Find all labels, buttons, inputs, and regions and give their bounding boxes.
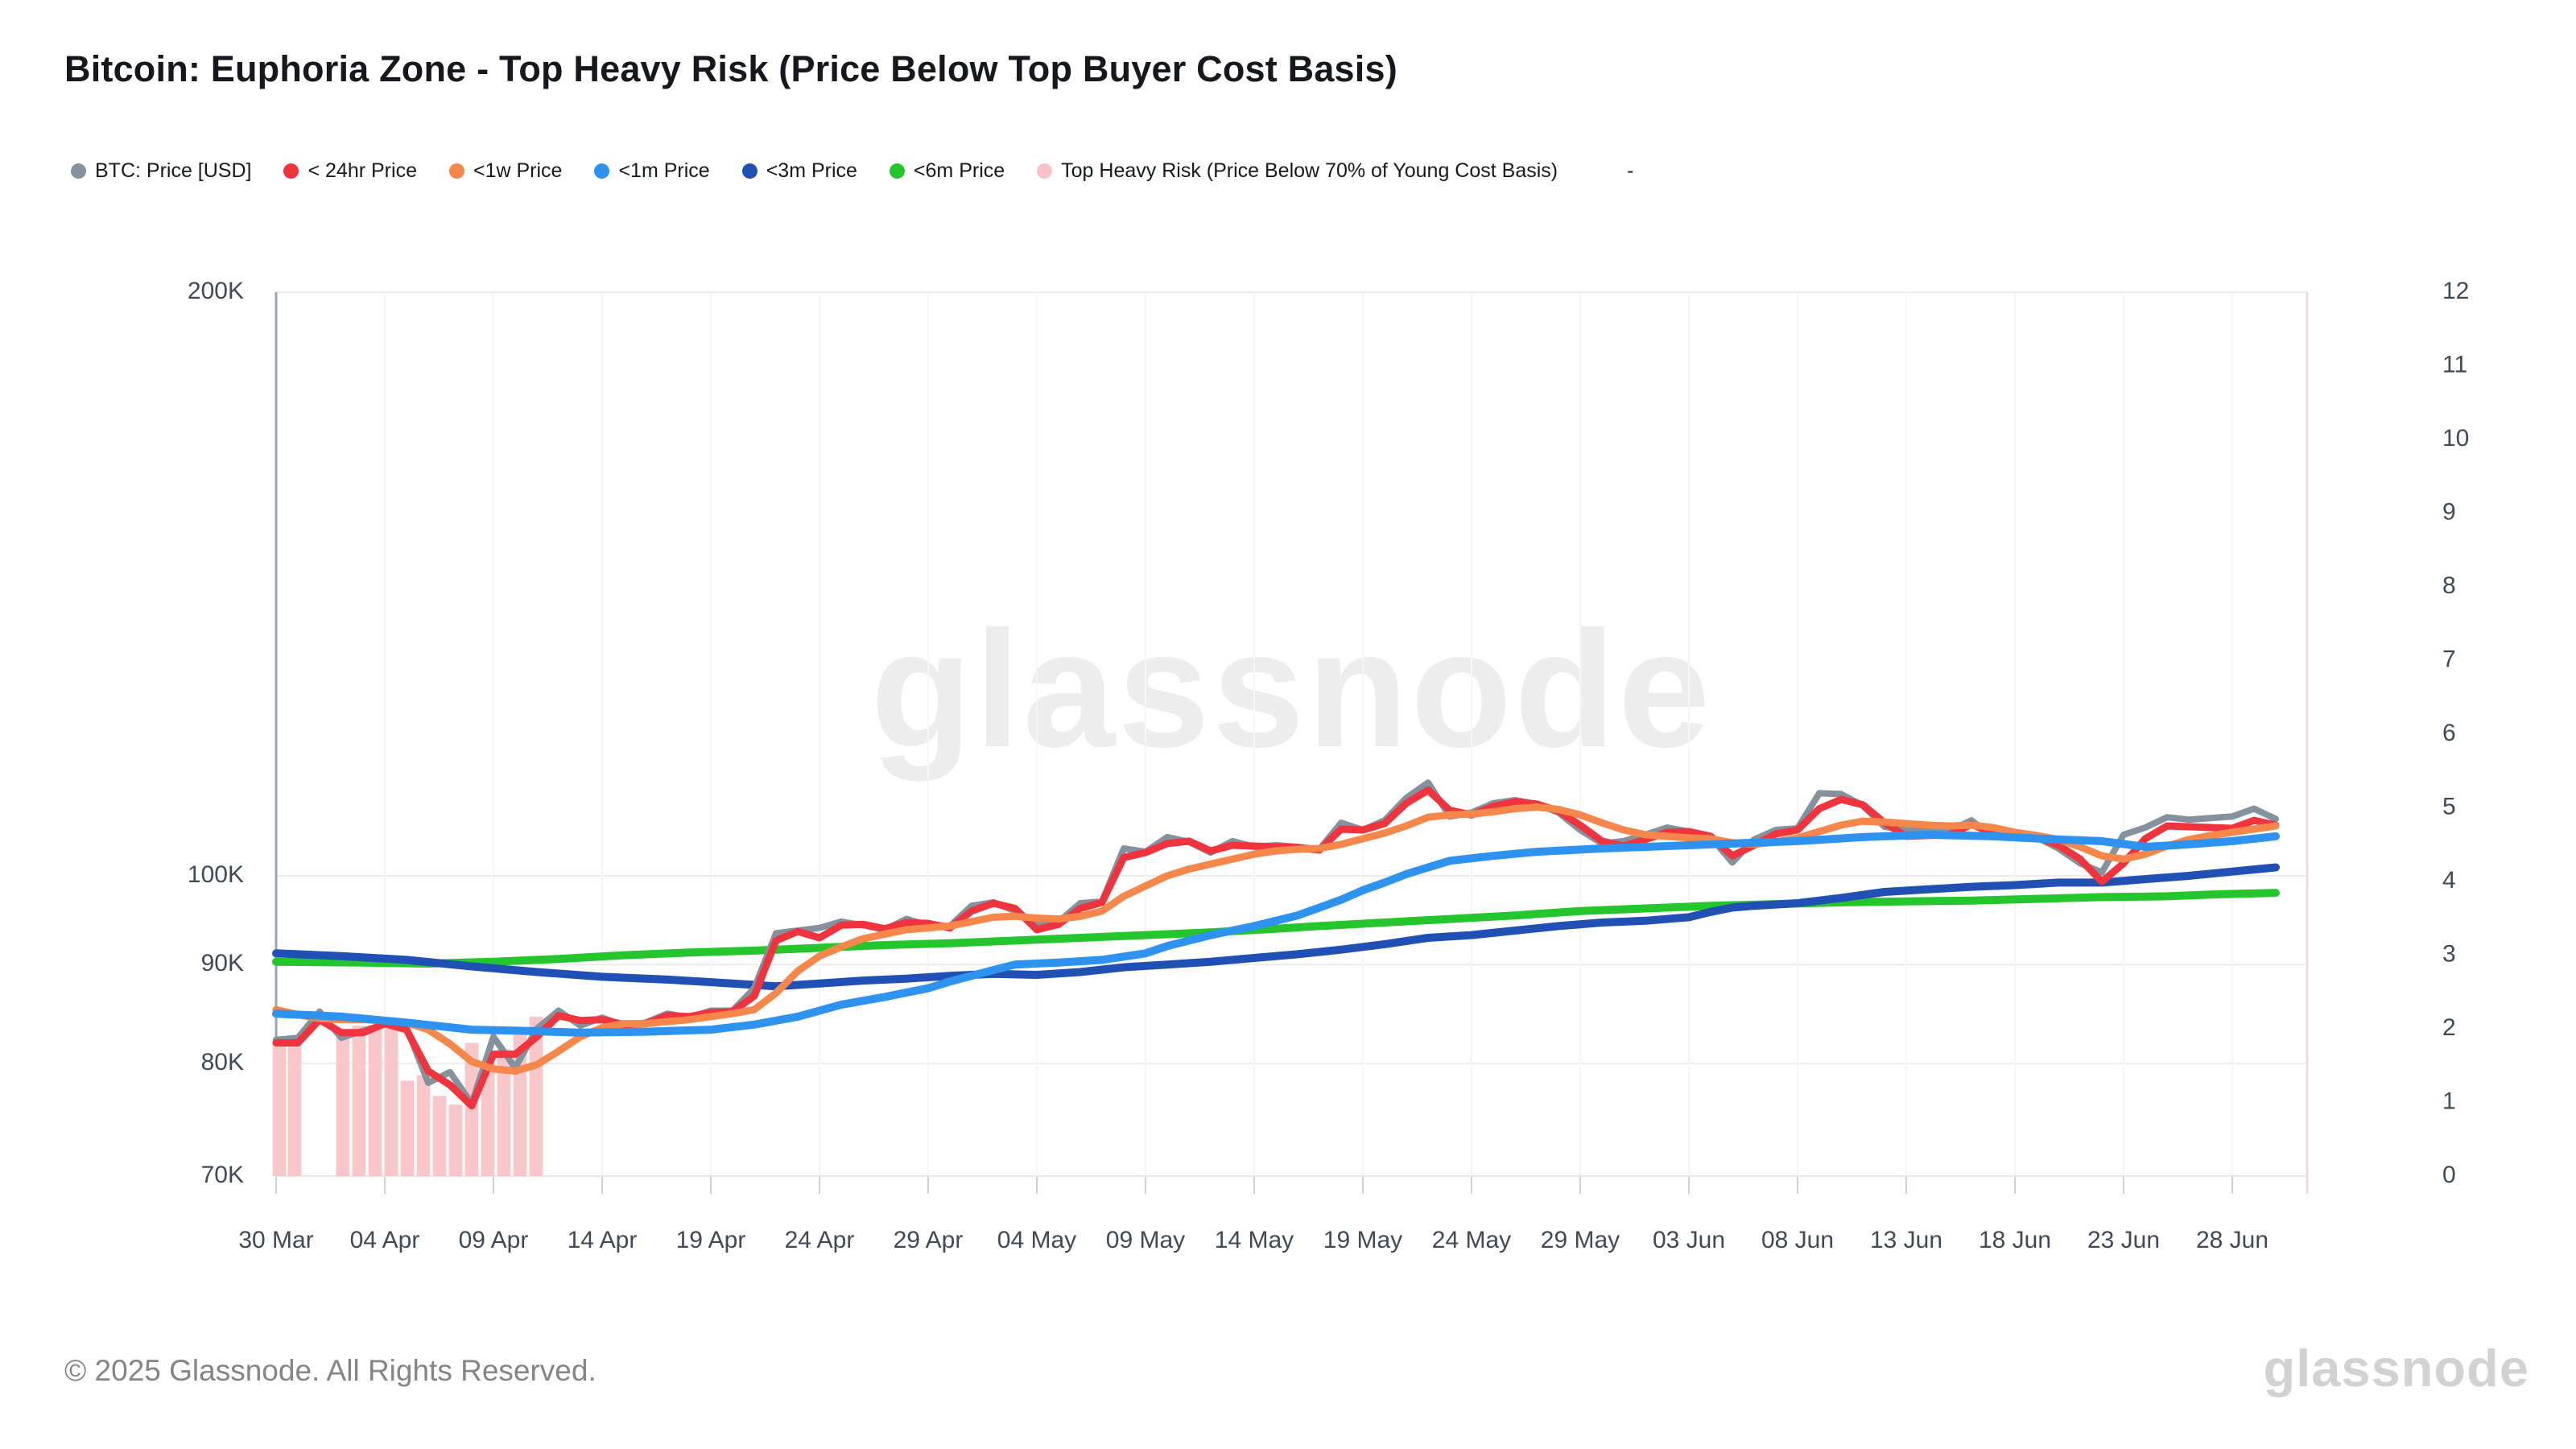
legend-dot-btc-price-usd [71,163,86,179]
series-line-6m-price [272,889,2280,968]
x-tick-label: 24 Apr [785,1227,855,1253]
y-right-tick-label: 2 [2442,1014,2456,1041]
legend-item-btc-price-usd[interactable]: BTC: Price [USD] [71,159,251,183]
top-heavy-risk-bar [481,1061,495,1176]
legend-label-btc-price-usd: BTC: Price [USD] [95,159,252,182]
x-tick-label: 23 Jun [2087,1227,2160,1253]
y-left-tick-label: 100K [188,861,244,888]
x-tick-label: 29 May [1541,1227,1620,1253]
x-tick-label: 04 May [997,1227,1076,1253]
series-line-1m-price [272,830,2280,1037]
x-tick-label: 19 Apr [676,1227,746,1253]
top-heavy-risk-bar [497,1049,511,1176]
x-tick-label: 14 Apr [568,1227,638,1253]
legend-label-24hr-price: < 24hr Price [308,159,417,182]
glassnode-logo: glassnode [2263,1339,2529,1397]
top-heavy-risk-bar [336,1030,350,1176]
y-right-tick-label: 11 [2442,351,2467,378]
chart-legend: BTC: Price [USD] < 24hr Price <1w Price <1m… [71,159,1633,183]
y-right-tick-label: 4 [2442,867,2456,894]
page-title: Bitcoin: Euphoria Zone - Top Heavy Risk … [64,48,1397,89]
y-left-tick-label: 70K [201,1162,244,1188]
top-heavy-risk-bar [400,1080,415,1176]
plot-area[interactable] [276,292,2307,1176]
legend-dot-1w-price [448,163,464,179]
y-left-tick-label: 90K [201,950,244,976]
legend-item-1w-price[interactable]: <1w Price [448,159,563,183]
top-heavy-risk-bar [384,1028,398,1176]
legend-dot-top-heavy-risk [1037,163,1053,179]
x-tick-label: 14 May [1215,1227,1294,1253]
x-tick-label: 08 Jun [1761,1227,1834,1253]
y-right-tick-label: 12 [2442,278,2469,304]
y-left-tick-label: 200K [188,278,244,304]
top-heavy-risk-bar [464,1042,479,1176]
top-heavy-risk-bar [287,1038,302,1176]
x-tick-label: 04 Apr [350,1227,420,1253]
legend-dot-3m-price [741,163,758,179]
x-tick-label: 18 Jun [1979,1227,2051,1253]
top-heavy-risk-bar [416,1075,431,1176]
top-heavy-risk-bar [448,1104,463,1176]
top-heavy-risk-bar [432,1096,447,1176]
legend-item-dash[interactable]: - [1627,159,1634,182]
legend-label-top-heavy-risk: Top Heavy Risk (Price Below 70% of Young… [1061,159,1558,182]
y-right-tick-label: 7 [2442,646,2456,672]
legend-item-top-heavy-risk[interactable]: Top Heavy Risk (Price Below 70% of Young… [1037,159,1558,183]
y-right-tick-label: 8 [2442,572,2456,599]
y-right-tick-label: 9 [2442,498,2456,525]
x-tick-label: 03 Jun [1653,1227,1725,1253]
legend-label-3m-price: <3m Price [766,159,857,182]
top-heavy-risk-bar [529,1016,543,1176]
x-tick-label: 13 Jun [1870,1227,1942,1253]
glassnode-watermark: glassnode [276,594,2307,785]
legend-label-6m-price: <6m Price [913,159,1005,182]
legend-dot-24hr-price [283,163,299,179]
x-tick-label: 09 Apr [459,1227,529,1253]
y-right-tick-label: 0 [2442,1162,2456,1188]
y-right-tick-label: 10 [2442,425,2469,452]
x-tick-label: 09 May [1106,1227,1185,1253]
y-right-tick-label: 1 [2442,1088,2456,1114]
series-line-3m-price [272,863,2280,991]
x-tick-label: 19 May [1323,1227,1402,1253]
x-tick-label: 30 Mar [238,1227,313,1253]
copyright-text: © 2025 Glassnode. All Rights Reserved. [64,1354,597,1387]
top-heavy-risk-bar [368,1026,382,1176]
top-heavy-risk-bar [272,1039,287,1176]
legend-label-1w-price: <1w Price [473,159,563,182]
legend-item-6m-price[interactable]: <6m Price [889,159,1005,183]
y-right-tick-label: 5 [2442,793,2456,819]
top-heavy-risk-bar [352,1026,366,1176]
series-line-1w-price [272,803,2280,1075]
y-right-tick-label: 3 [2442,940,2456,967]
legend-item-1m-price[interactable]: <1m Price [594,159,710,183]
x-tick-label: 28 Jun [2196,1227,2268,1253]
legend-label-1m-price: <1m Price [618,159,710,182]
legend-item-24hr-price[interactable]: < 24hr Price [283,159,417,183]
legend-dot-6m-price [889,163,905,179]
legend-item-3m-price[interactable]: <3m Price [741,159,857,183]
y-left-tick-label: 80K [201,1049,244,1075]
x-tick-label: 29 Apr [894,1227,964,1253]
y-right-tick-label: 6 [2442,720,2456,746]
x-tick-label: 24 May [1432,1227,1511,1253]
legend-dot-1m-price [594,163,610,179]
